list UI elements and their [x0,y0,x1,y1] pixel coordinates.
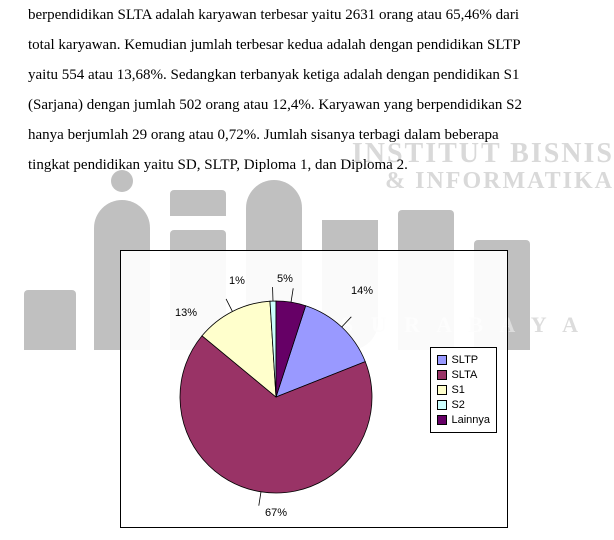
para-line-1: berpendidikan SLTA adalah karyawan terbe… [28,0,614,30]
slice-label-s1: 13% [175,307,197,319]
legend-item-s2: S2 [437,398,490,412]
legend-item-slta: SLTA [437,368,490,382]
legend-label-lainnya: Lainnya [451,413,490,427]
legend-label-s1: S1 [451,383,464,397]
slice-label-slta: 67% [265,507,287,519]
para-line-6: tingkat pendidikan yaitu SD, SLTP, Diplo… [28,150,614,180]
slice-label-lainnya: 5% [277,273,293,285]
legend-label-sltp: SLTP [451,353,478,367]
legend: SLTP SLTA S1 S2 Lainnya [430,347,497,433]
legend-item-s1: S1 [437,383,490,397]
legend-swatch-s1 [437,385,447,395]
para-line-4: (Sarjana) dengan jumlah 502 orang atau 1… [28,90,614,120]
pie-chart: 14% 67% 13% 1% 5% SLTP SLTA S1 [121,251,507,527]
para-line-3: yaitu 554 atau 13,68%. Sedangkan terbany… [28,60,614,90]
legend-swatch-lainnya [437,415,447,425]
para-line-5: hanya berjumlah 29 orang atau 0,72%. Jum… [28,120,614,150]
page: INSTITUT BISNIS & INFORMATIKA S U R A B … [0,0,614,540]
pie-chart-container: 14% 67% 13% 1% 5% SLTP SLTA S1 [120,250,508,528]
legend-label-slta: SLTA [451,368,477,382]
pie-svg [121,251,431,527]
legend-swatch-s2 [437,400,447,410]
slice-label-sltp: 14% [351,285,373,297]
legend-label-s2: S2 [451,398,464,412]
legend-swatch-sltp [437,355,447,365]
legend-swatch-slta [437,370,447,380]
legend-item-sltp: SLTP [437,353,490,367]
slice-label-s2: 1% [229,275,245,287]
legend-item-lainnya: Lainnya [437,413,490,427]
para-line-2: total karyawan. Kemudian jumlah terbesar… [28,30,614,60]
